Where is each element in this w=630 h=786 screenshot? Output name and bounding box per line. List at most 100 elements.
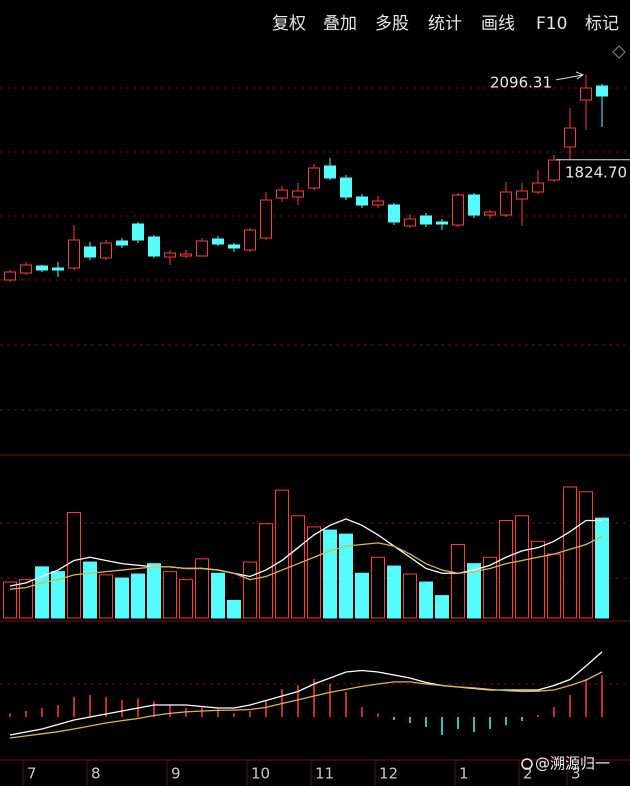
candle-body (68, 239, 80, 269)
volume-bar (51, 571, 65, 619)
candle-body (388, 204, 400, 223)
candle-body (132, 223, 144, 241)
x-tick-label: 9 (171, 765, 181, 783)
volume-bar (451, 543, 465, 619)
x-tick-label: 8 (91, 765, 101, 783)
volume-bar (515, 515, 529, 619)
candle-body (244, 229, 256, 251)
candle-body (516, 190, 528, 200)
toolbar-button[interactable]: 标记 (585, 14, 619, 34)
candle-body (420, 215, 432, 225)
candle-body (180, 253, 192, 257)
candle-body (468, 194, 480, 216)
toolbar-button[interactable]: 多股 (375, 14, 409, 34)
x-tick-label: 1 (459, 765, 469, 783)
volume-bar (3, 581, 17, 619)
indicator-line (9, 671, 603, 739)
annotation-label: 1824.70 (565, 163, 627, 181)
candle-body (164, 252, 176, 258)
candle-body (580, 87, 592, 101)
volume-bar (227, 599, 241, 619)
x-tick-label: 3 (571, 765, 581, 783)
candle-body (484, 211, 496, 216)
candle-body (148, 236, 160, 257)
toolbar-button[interactable]: F10 (536, 14, 567, 34)
volume-bar (259, 523, 273, 619)
candle-body (100, 242, 112, 259)
candle-body (548, 159, 560, 181)
candle-body (116, 240, 128, 246)
volume-bar (19, 579, 33, 619)
x-tick-label: 10 (251, 765, 270, 783)
candle-body (340, 177, 352, 198)
annotation-label: 2096.31 (490, 73, 552, 91)
x-tick-label: 2 (523, 765, 533, 783)
candle-body (596, 85, 608, 97)
diamond-icon[interactable] (612, 45, 626, 59)
volume-bar (35, 566, 49, 619)
candle-body (260, 199, 272, 239)
candle-body (452, 194, 464, 226)
x-tick-label: 12 (379, 765, 398, 783)
volume-bar (99, 574, 113, 619)
watermark: @溯源归一 (535, 755, 610, 773)
volume-bar (243, 561, 257, 619)
candle-body (36, 265, 48, 271)
volume-bar (387, 565, 401, 619)
volume-bar (563, 486, 577, 619)
volume-bar (323, 529, 337, 619)
toolbar: 复权 叠加 多股 统计 画线 F10 标记 (272, 14, 619, 34)
candle-body (212, 238, 224, 245)
indicator-line (9, 518, 602, 587)
candle-body (500, 191, 512, 216)
volume-bar (291, 515, 305, 619)
volume-bar (67, 512, 81, 619)
indicator-line (9, 535, 603, 590)
volume-bar (339, 533, 353, 619)
volume-bar (531, 540, 545, 619)
volume-bar (83, 561, 97, 619)
toolbar-button[interactable]: 叠加 (323, 14, 357, 34)
candle-body (436, 221, 448, 225)
volume-bar (467, 563, 481, 619)
candle-body (52, 267, 64, 271)
toolbar-button[interactable]: 统计 (428, 14, 462, 34)
candle-body (196, 240, 208, 257)
volume-bar (435, 595, 449, 619)
candle-body (84, 246, 96, 258)
volume-bar (371, 556, 385, 619)
candle-body (372, 200, 384, 206)
candle-body (20, 264, 32, 274)
watermark-icon (521, 758, 533, 770)
candle-body (4, 271, 16, 281)
volume-bar (355, 572, 369, 619)
toolbar-button[interactable]: 画线 (481, 14, 515, 34)
x-tick-label: 7 (27, 765, 37, 783)
volume-bar (499, 520, 513, 619)
annotation-arrow (555, 71, 585, 81)
volume-bar (275, 489, 289, 619)
toolbar-button[interactable]: 复权 (272, 14, 306, 34)
candle-body (404, 218, 416, 227)
volume-bar (163, 571, 177, 619)
volume-bar (595, 517, 609, 619)
volume-bar (403, 573, 417, 619)
volume-bar (211, 572, 225, 619)
candle-body (228, 244, 240, 249)
candle-body (324, 165, 336, 179)
volume-bar (179, 579, 193, 619)
volume-bar (307, 526, 321, 619)
candle-body (292, 190, 304, 198)
candle-body (564, 127, 576, 148)
candle-body (308, 167, 320, 189)
candle-body (356, 196, 368, 206)
volume-bar (547, 553, 561, 619)
volume-bar (483, 556, 497, 619)
candle-body (276, 189, 288, 199)
x-tick-label: 11 (315, 765, 334, 783)
volume-bar (579, 491, 593, 619)
volume-bar (419, 581, 433, 619)
